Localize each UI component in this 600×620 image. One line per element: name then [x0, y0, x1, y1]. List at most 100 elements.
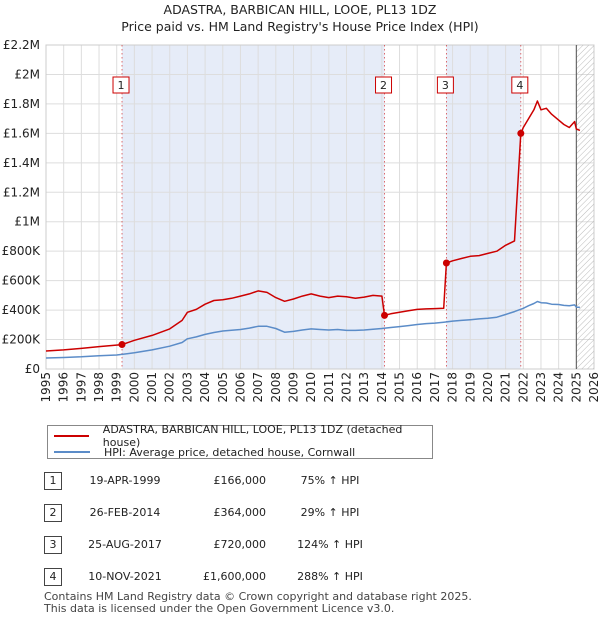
y-tick-label: £1.8M: [3, 97, 40, 111]
y-tick-label: £1.4M: [3, 156, 40, 170]
x-tick-label: 2011: [322, 372, 336, 403]
sale-number: 1: [44, 472, 62, 490]
legend-label-property: ADASTRA, BARBICAN HILL, LOOE, PL13 1DZ (…: [102, 423, 403, 449]
x-tick-label: 2014: [375, 372, 389, 403]
x-tick-label: 2019: [463, 372, 477, 403]
sale-box-label-1: 1: [118, 79, 125, 92]
sale-price: £166,000: [213, 474, 267, 487]
sale-box-label-4: 4: [516, 79, 523, 92]
sale-point-2: [381, 311, 389, 319]
x-tick-label: 1995: [39, 372, 53, 403]
x-tick-label: 2002: [163, 372, 177, 403]
x-tick-label: 1997: [74, 372, 88, 403]
x-tick-label: 2003: [180, 372, 194, 403]
x-tick-label: 2018: [446, 372, 460, 403]
x-tick-label: 2015: [393, 372, 407, 403]
sale-point-3: [442, 259, 450, 267]
table-row: 4 10-NOV-2021 £1,600,000 288% ↑ HPI: [42, 568, 442, 586]
x-tick-label: 1998: [92, 372, 106, 403]
x-tick-label: 2022: [516, 372, 530, 403]
sale-hpi-change: 75% ↑ HPI: [300, 474, 360, 487]
x-tick-label: 2008: [269, 372, 283, 403]
sale-points: [118, 129, 525, 349]
x-tick-label: 2009: [286, 372, 300, 403]
sale-number: 4: [44, 568, 62, 586]
x-tick-label: 1996: [57, 372, 71, 403]
legend-swatch-property: [54, 435, 89, 437]
sale-box-2: [375, 76, 393, 94]
footer-copyright: Contains HM Land Registry data © Crown c…: [44, 590, 472, 603]
sale-box-3: [436, 76, 454, 94]
ownership-band-2: [446, 45, 521, 369]
x-tick-label: 2000: [127, 372, 141, 403]
legend-item-hpi: HPI: Average price, detached house, Corn…: [54, 444, 355, 460]
hatch-area: [576, 45, 594, 369]
sale-number: 2: [44, 504, 62, 522]
sale-bands: [122, 45, 521, 369]
x-tick-label: 2007: [251, 372, 265, 403]
x-tick-label: 2013: [357, 372, 371, 403]
x-tick-label: 2010: [304, 372, 318, 403]
footer: Contains HM Land Registry data © Crown c…: [44, 591, 472, 615]
sale-date: 10-NOV-2021: [88, 570, 162, 583]
y-tick-label: £0: [25, 362, 40, 376]
sale-price: £720,000: [213, 538, 267, 551]
x-tick-label: 2006: [233, 372, 247, 403]
x-tick-label: 2020: [481, 372, 495, 403]
x-tick-label: 2021: [499, 372, 513, 403]
x-tick-label: 2025: [569, 372, 583, 403]
sale-point-4: [517, 129, 525, 137]
y-tick-label: £600K: [2, 274, 42, 288]
chart-subtitle: Price paid vs. HM Land Registry's House …: [121, 19, 478, 34]
price-chart: ADASTRA, BARBICAN HILL, LOOE, PL13 1DZ P…: [2, 2, 600, 403]
x-tick-label: 2017: [428, 372, 442, 403]
x-tick-label: 2026: [587, 372, 600, 403]
sale-price: £1,600,000: [203, 570, 266, 583]
sale-hpi-change: 29% ↑ HPI: [300, 506, 360, 519]
x-axis-ticks: 1995 1996 1997 1998 1999 2000 2001 2002 2003 2004…: [39, 372, 600, 403]
x-tick-label: 2016: [410, 372, 424, 403]
table-row: 3 25-AUG-2017 £720,000 124% ↑ HPI: [42, 536, 442, 554]
y-tick-label: £2.2M: [3, 38, 40, 52]
y-tick-label: £200K: [2, 333, 42, 347]
legend-label-hpi: HPI: Average price, detached house, Corn…: [104, 445, 356, 459]
sale-number-boxes: 1 2 3 4: [112, 76, 529, 94]
sale-number: 3: [44, 536, 62, 554]
sale-price: £364,000: [213, 506, 267, 519]
sale-hpi-change: 124% ↑ HPI: [297, 538, 363, 551]
x-tick-label: 2023: [534, 372, 548, 403]
table-row: 1 19-APR-1999 £166,000 75% ↑ HPI: [42, 472, 442, 490]
hpi-line: [45, 300, 580, 359]
sale-box-label-3: 3: [442, 79, 449, 92]
y-tick-label: £1M: [14, 215, 40, 229]
chart-title: ADASTRA, BARBICAN HILL, LOOE, PL13 1DZ: [164, 2, 437, 17]
legend: ADASTRA, BARBICAN HILL, LOOE, PL13 1DZ (…: [47, 423, 433, 460]
legend-item-property: ADASTRA, BARBICAN HILL, LOOE, PL13 1DZ (…: [54, 423, 432, 449]
x-tick-label: 1999: [110, 372, 124, 403]
y-tick-label: £800K: [2, 244, 42, 258]
sale-hpi-change: 288% ↑ HPI: [297, 570, 363, 583]
x-tick-label: 2024: [552, 372, 566, 403]
y-tick-label: £400K: [2, 303, 42, 317]
y-tick-label: £1.2M: [3, 185, 40, 199]
x-tick-label: 2005: [216, 372, 230, 403]
x-tick-label: 2001: [145, 372, 159, 403]
sale-box-label-2: 2: [380, 79, 387, 92]
sale-date: 26-FEB-2014: [89, 506, 161, 519]
sale-box-1: [112, 76, 130, 94]
y-tick-label: £1.6M: [3, 126, 40, 140]
y-axis-ticks: £0 £200K £400K £600K £800K £1M £1.2M £1.4M £1.6M…: [2, 38, 42, 376]
x-tick-label: 2012: [340, 372, 354, 403]
sale-point-1: [118, 341, 126, 349]
ownership-band-1: [122, 45, 385, 369]
legend-swatch-hpi: [54, 451, 90, 453]
sale-box-4: [511, 76, 529, 94]
sale-date: 19-APR-1999: [89, 474, 161, 487]
footer-licence: This data is licensed under the Open Gov…: [44, 602, 395, 615]
x-tick-label: 2004: [198, 372, 212, 403]
property-price-line: [45, 100, 581, 352]
y-tick-label: £2M: [14, 67, 40, 81]
series: [45, 100, 581, 359]
sale-date: 25-AUG-2017: [88, 538, 162, 551]
forecast-hatch: [575, 45, 594, 369]
